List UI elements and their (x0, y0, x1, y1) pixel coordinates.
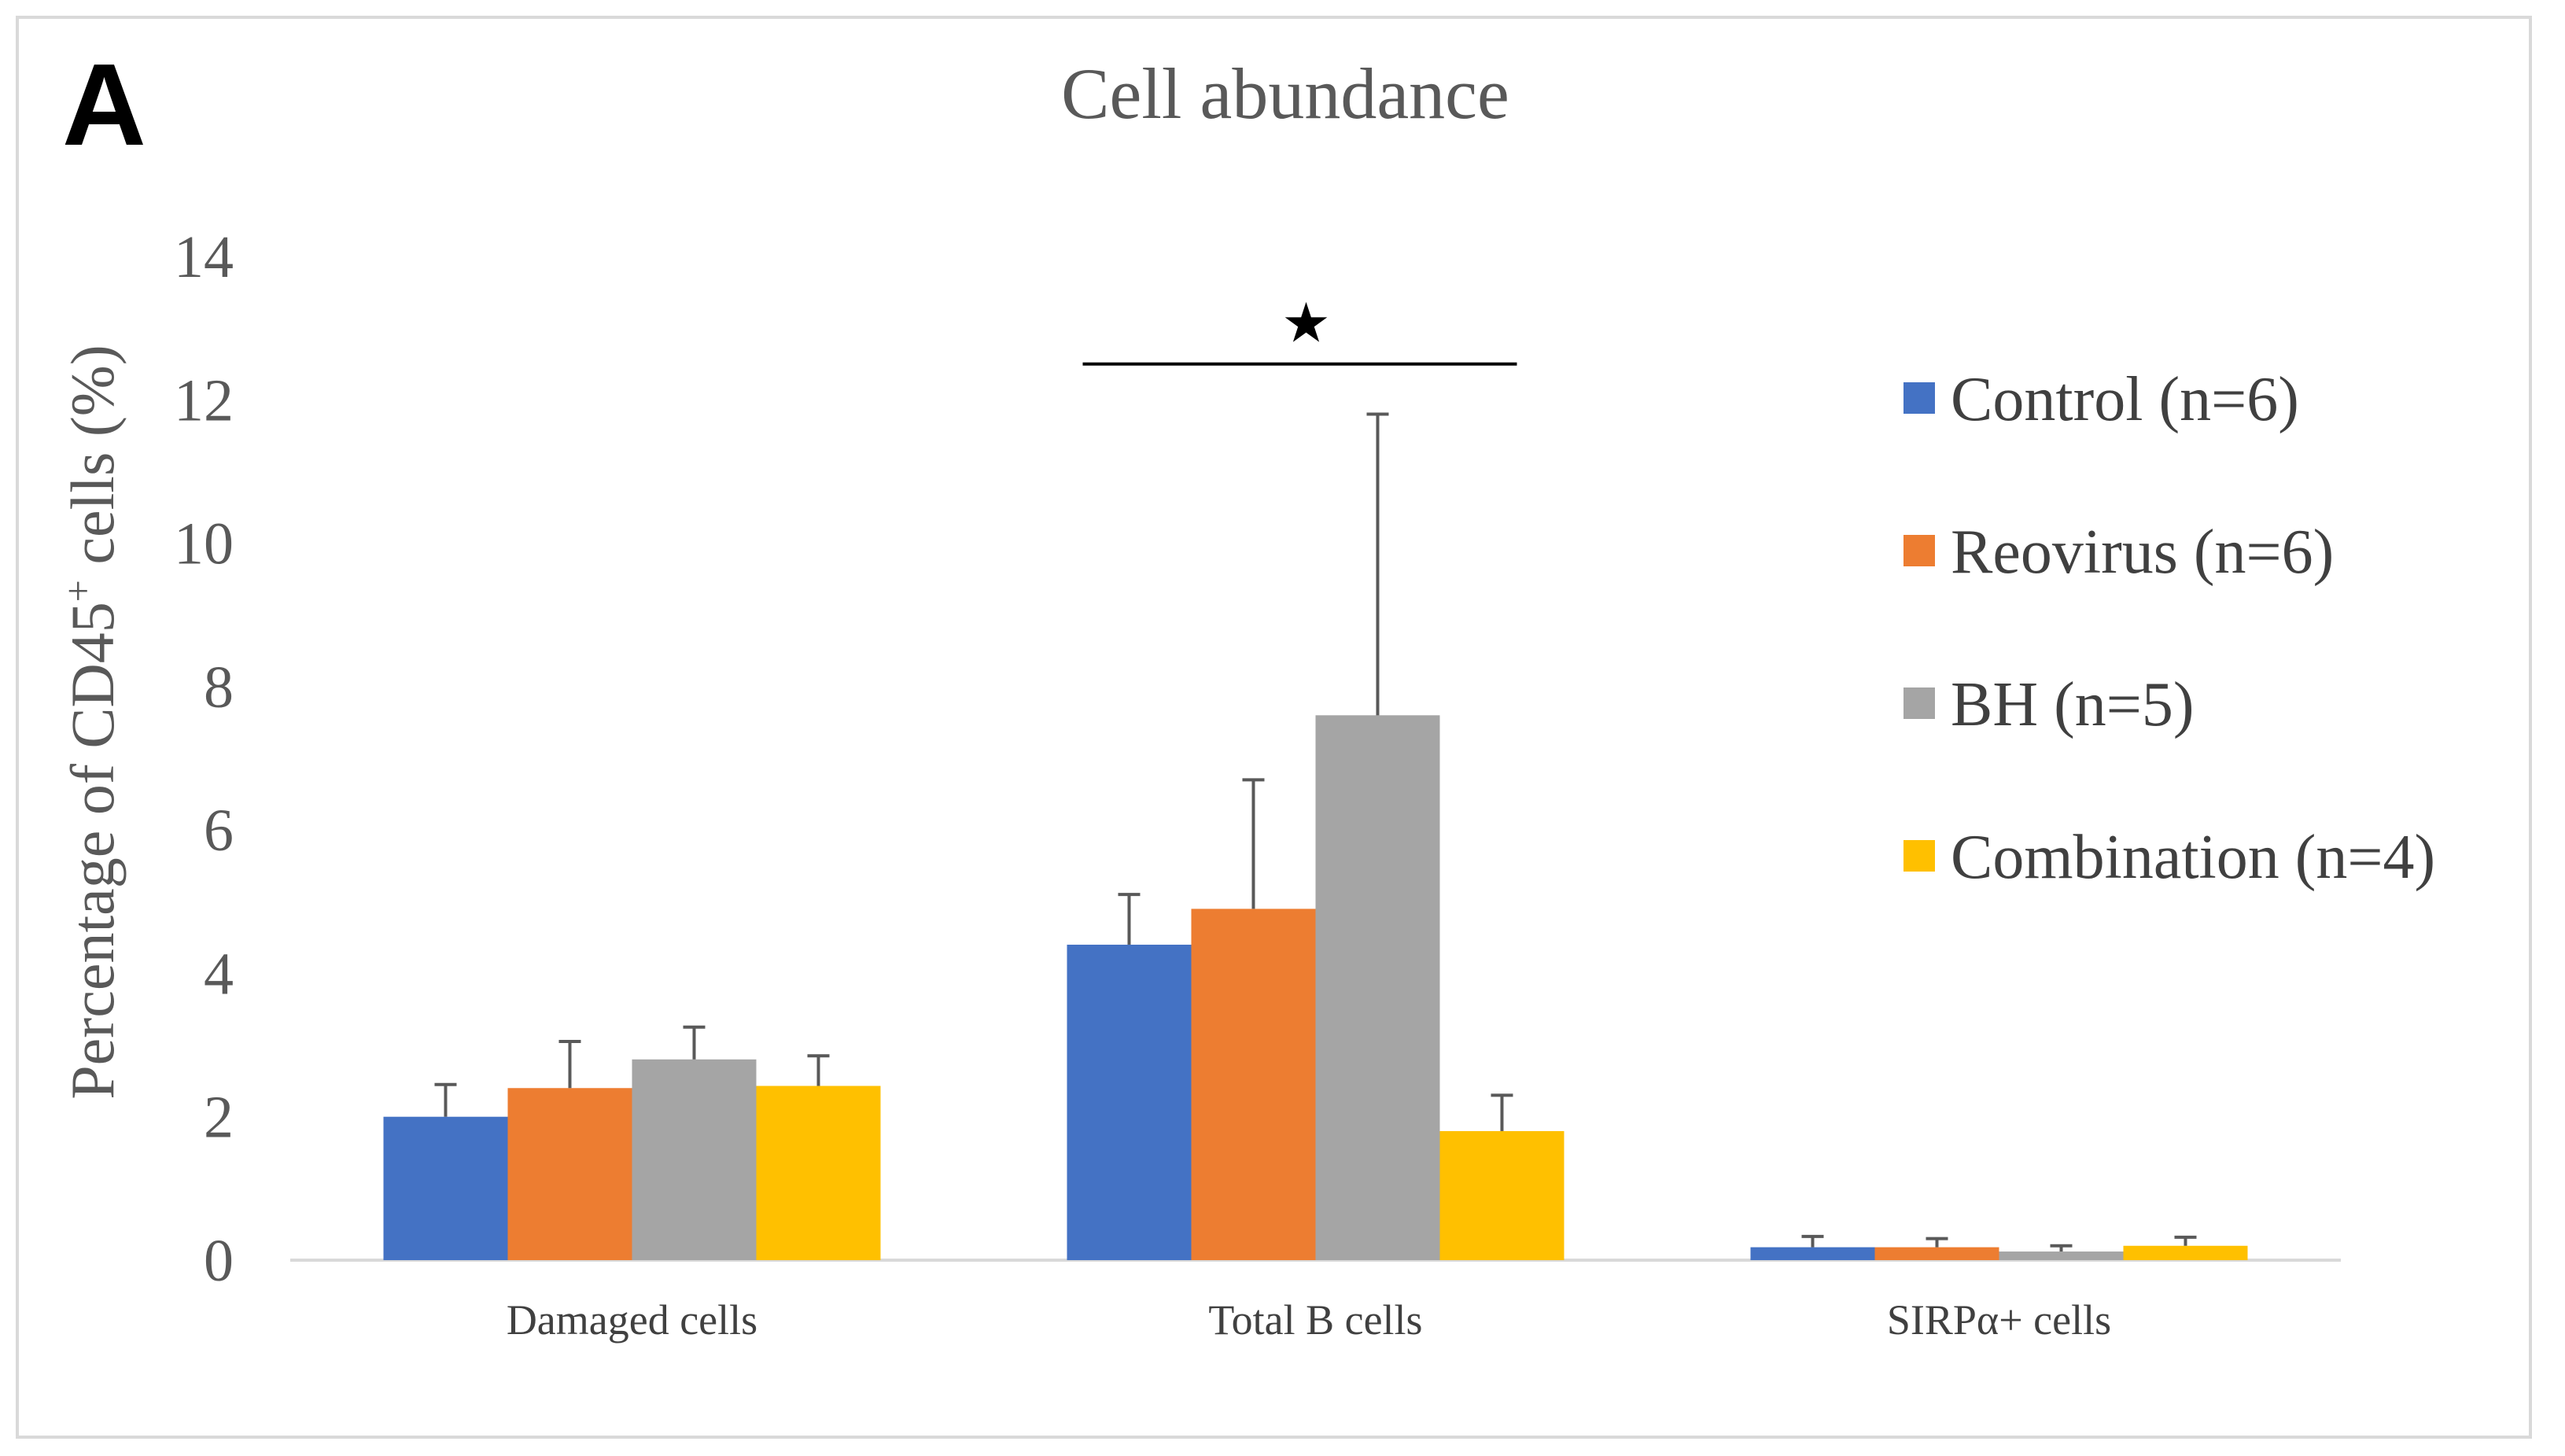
legend-label: Control (n=6) (1951, 365, 2299, 434)
x-tick-label: SIRPα+ cells (1887, 1296, 2111, 1344)
y-axis-label-prefix: Percentage of CD45 (58, 602, 127, 1099)
legend-swatch (1903, 687, 1935, 719)
legend-swatch (1903, 840, 1935, 872)
legend-label: BH (n=5) (1951, 670, 2195, 739)
legend-label: Combination (n=4) (1951, 823, 2435, 892)
y-tick-label: 4 (204, 941, 234, 1007)
y-tick-label: 6 (204, 798, 234, 864)
x-tick-label: Total B cells (1208, 1296, 1422, 1344)
y-tick-label: 12 (174, 367, 234, 433)
bar (632, 1059, 757, 1260)
legend-swatch (1903, 535, 1935, 566)
legend-swatch (1903, 382, 1935, 414)
y-tick-label: 0 (204, 1228, 234, 1294)
y-axis-label-superscript: + (56, 580, 100, 602)
bar (1750, 1247, 1875, 1260)
y-tick-label: 2 (204, 1085, 234, 1151)
panel-label: A (62, 40, 146, 170)
bar (756, 1086, 881, 1260)
bar (1874, 1247, 1999, 1260)
x-tick-label: Damaged cells (507, 1296, 757, 1344)
y-axis-label: Percentage of CD45+ cells (%) (56, 345, 127, 1100)
bar (1191, 909, 1316, 1260)
bar (1067, 944, 1192, 1260)
y-axis-label-suffix: cells (%) (58, 345, 127, 580)
bar (1315, 715, 1440, 1260)
legend: Control (n=6) Reovirus (n=6) BH (n=5) Combi… (1903, 365, 2435, 892)
bar (1439, 1130, 1564, 1260)
y-tick-label: 10 (174, 511, 234, 577)
bar (2123, 1245, 2248, 1260)
plot-area: 0 2 4 6 8 10 12 14 Damaged cells Total B cells SIR… (174, 224, 2341, 1344)
chart-frame: A Cell abundance Percentage of CD45+ cel… (16, 16, 2532, 1439)
legend-label: Reovirus (n=6) (1951, 518, 2334, 587)
y-tick-label: 14 (174, 224, 234, 290)
bar (1999, 1251, 2124, 1260)
bar-chart: A Cell abundance Percentage of CD45+ cel… (56, 40, 2435, 1344)
bar (383, 1116, 508, 1260)
chart-title: Cell abundance (1061, 53, 1509, 134)
bar (507, 1088, 632, 1260)
y-tick-label: 8 (204, 654, 234, 721)
significance-star: ★ (1281, 293, 1331, 354)
